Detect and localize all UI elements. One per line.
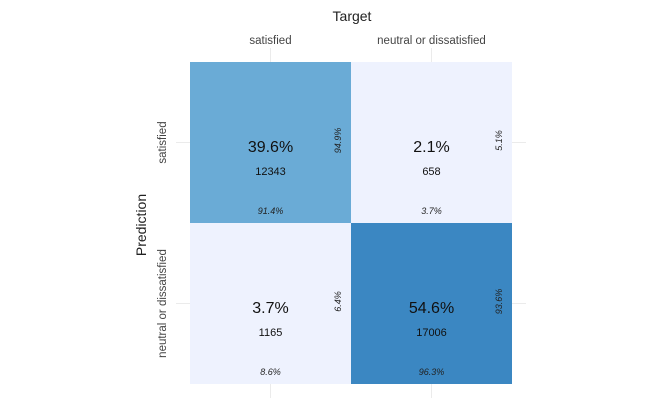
- cell-satisfied-vs-satisfied: [190, 62, 351, 223]
- y-tick-label-satisfied: satisfied: [157, 121, 169, 163]
- x-tick-label-satisfied: satisfied: [249, 35, 291, 47]
- cell-count-satisfied-vs-neutral-or-dissatisfied: 658: [422, 166, 440, 178]
- cell-count-satisfied-vs-satisfied: 12343: [255, 166, 286, 178]
- cell-row-pct-satisfied-vs-satisfied: 94.9%: [333, 128, 343, 154]
- cell-neutral-or-dissatisfied-vs-satisfied: [190, 223, 351, 384]
- cell-col-pct-satisfied-vs-satisfied: 91.4%: [258, 206, 284, 216]
- cell-satisfied-vs-neutral-or-dissatisfied: [351, 62, 512, 223]
- cell-percent-satisfied-vs-satisfied: 39.6%: [248, 139, 293, 156]
- cell-percent-neutral-or-dissatisfied-vs-neutral-or-dissatisfied: 54.6%: [409, 300, 454, 317]
- cell-neutral-or-dissatisfied-vs-neutral-or-dissatisfied: [351, 223, 512, 384]
- x-axis-title: Target: [333, 8, 372, 24]
- cells-layer: [190, 62, 512, 384]
- y-axis-title: Prediction: [133, 194, 149, 256]
- labels-layer: satisfied neutral or dissatisfied satisfie…: [157, 35, 504, 377]
- cell-col-pct-neutral-or-dissatisfied-vs-neutral-or-dissatisfied: 96.3%: [419, 367, 445, 377]
- cell-percent-neutral-or-dissatisfied-vs-satisfied: 3.7%: [252, 300, 288, 317]
- cell-row-pct-neutral-or-dissatisfied-vs-neutral-or-dissatisfied: 93.6%: [494, 289, 504, 315]
- cell-percent-satisfied-vs-neutral-or-dissatisfied: 2.1%: [413, 139, 449, 156]
- y-tick-label-neutral-or-dissatisfied: neutral or dissatisfied: [157, 249, 169, 358]
- cell-count-neutral-or-dissatisfied-vs-neutral-or-dissatisfied: 17006: [416, 327, 447, 339]
- cell-col-pct-satisfied-vs-neutral-or-dissatisfied: 3.7%: [421, 206, 442, 216]
- x-tick-label-neutral-or-dissatisfied: neutral or dissatisfied: [377, 35, 486, 47]
- cell-col-pct-neutral-or-dissatisfied-vs-satisfied: 8.6%: [260, 367, 281, 377]
- cell-count-neutral-or-dissatisfied-vs-satisfied: 1165: [259, 327, 283, 339]
- cell-row-pct-neutral-or-dissatisfied-vs-satisfied: 6.4%: [333, 291, 343, 312]
- cell-row-pct-satisfied-vs-neutral-or-dissatisfied: 5.1%: [494, 130, 504, 151]
